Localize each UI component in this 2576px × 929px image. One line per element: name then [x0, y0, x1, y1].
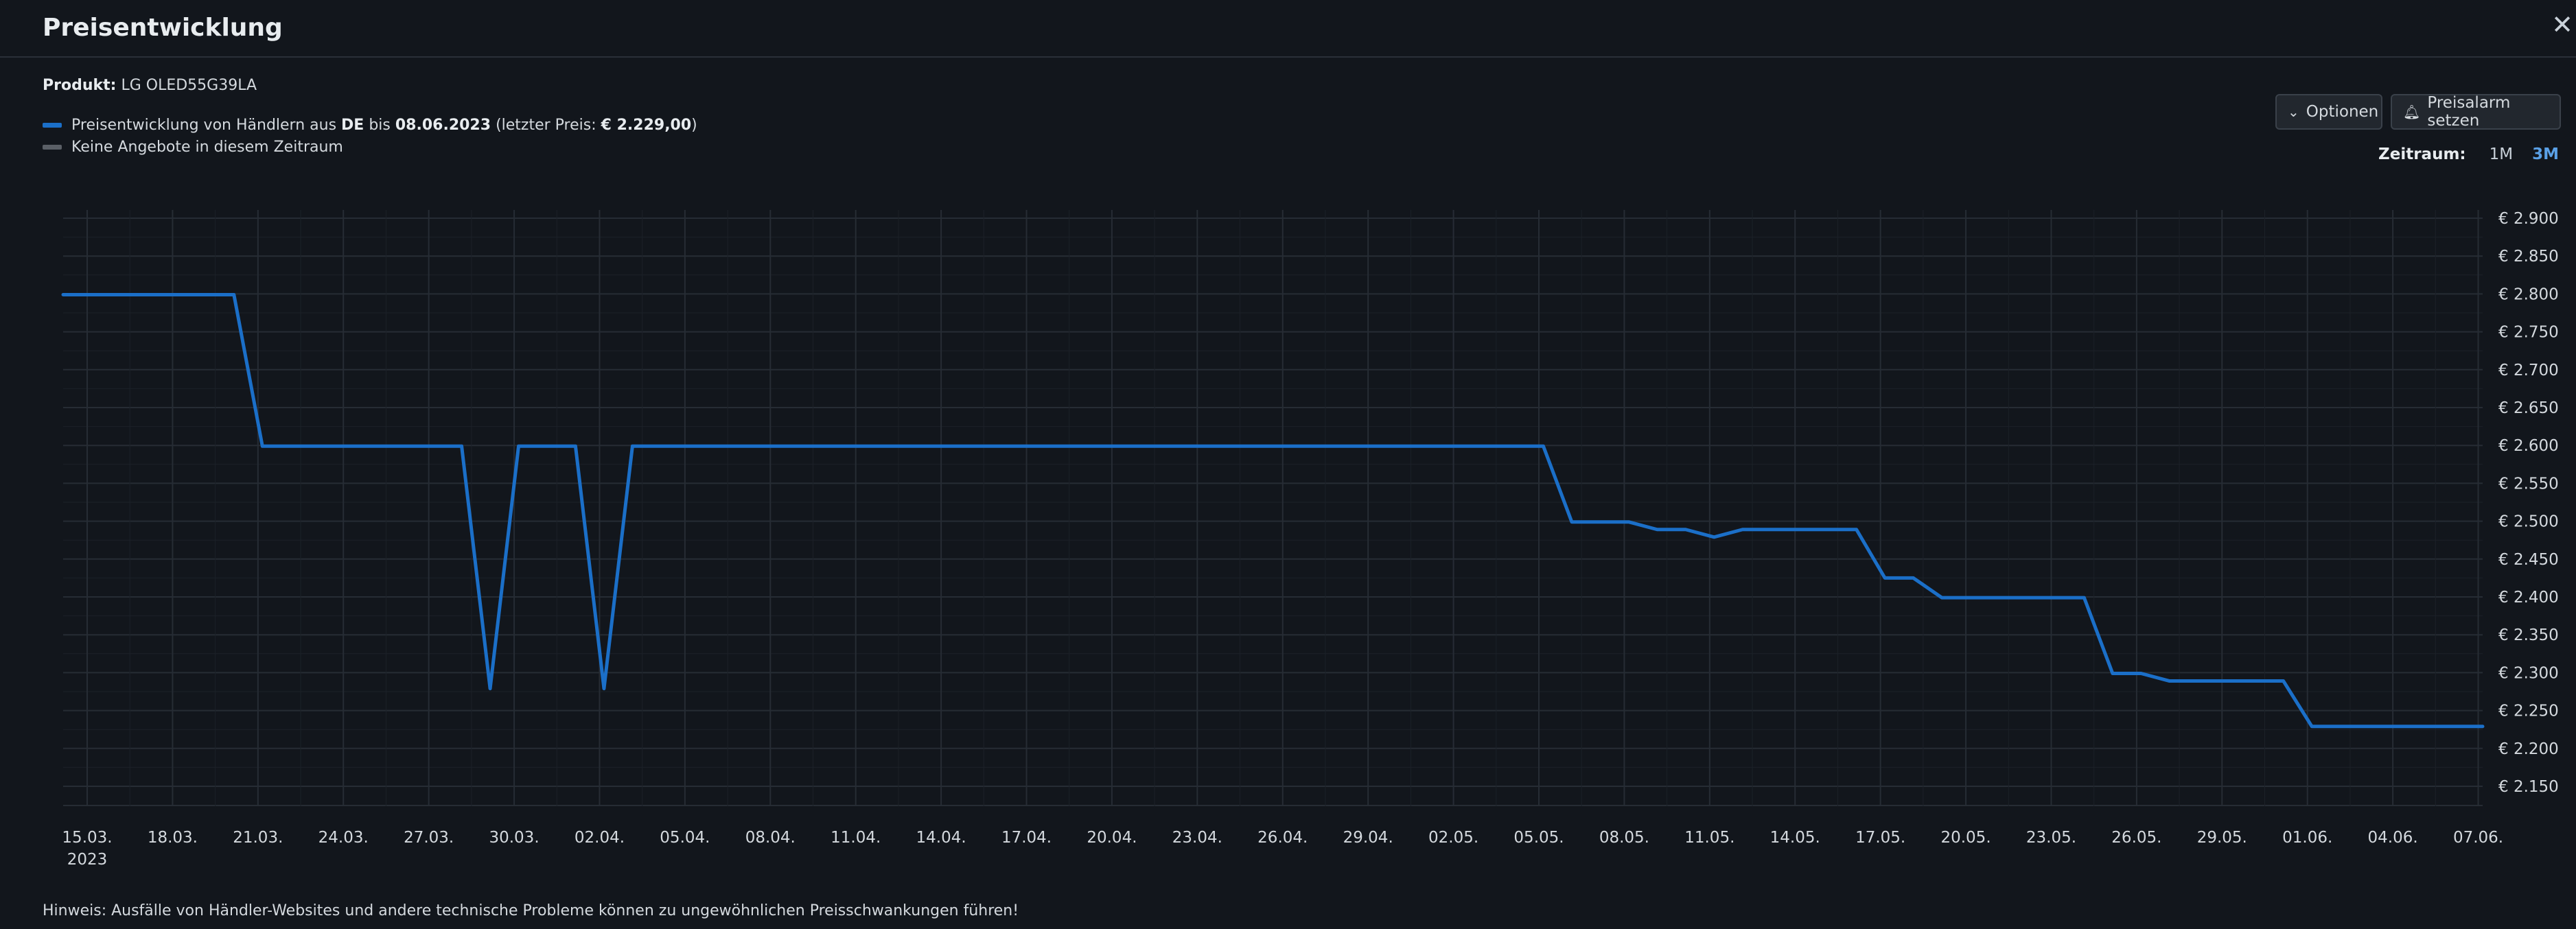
x-tick-sublabel: 2023	[67, 851, 108, 869]
x-tick-label: 02.05.	[1428, 829, 1478, 847]
page-title: Preisentwicklung	[43, 14, 283, 42]
x-tick-label: 08.05.	[1599, 829, 1649, 847]
product-label: Produkt:	[43, 77, 117, 94]
hint-text: Hinweis: Ausfälle von Händler-Websites u…	[43, 902, 1019, 919]
y-tick-label: € 2.500	[2498, 513, 2559, 531]
timeframe-selector: Zeitraum: 1M 3M	[2378, 145, 2559, 163]
x-tick-label: 21.03.	[233, 829, 283, 847]
x-tick-label: 18.03.	[148, 829, 198, 847]
x-tick-label: 14.05.	[1770, 829, 1820, 847]
x-tick-label: 17.04.	[1001, 829, 1052, 847]
chart-legend: Preisentwicklung von Händlern aus DE bis…	[43, 114, 697, 158]
timeframe-label: Zeitraum:	[2378, 145, 2466, 163]
x-tick-label: 11.05.	[1684, 829, 1734, 847]
timeframe-option-1m[interactable]: 1M	[2489, 145, 2514, 163]
y-tick-label: € 2.400	[2498, 589, 2559, 607]
legend-last-price-label: (letzter Preis:	[496, 116, 596, 134]
product-name: LG OLED55G39LA	[121, 77, 257, 94]
x-tick-label: 20.05.	[1940, 829, 1991, 847]
legend-close-paren: )	[691, 116, 697, 134]
legend-price-until: bis	[369, 116, 391, 134]
legend-none-text: Keine Angebote in diesem Zeitraum	[71, 138, 343, 156]
x-tick-label: 29.04.	[1343, 829, 1393, 847]
x-tick-label: 14.04.	[916, 829, 966, 847]
legend-price-date: 08.06.2023	[395, 116, 491, 134]
legend-last-price: € 2.229,00	[601, 116, 692, 134]
x-tick-label: 29.05.	[2197, 829, 2247, 847]
legend-item-price: Preisentwicklung von Händlern aus DE bis…	[43, 114, 697, 136]
x-tick-label: 17.05.	[1855, 829, 1905, 847]
price-alarm-button[interactable]: 🔔︎ Preisalarm setzen	[2391, 94, 2561, 130]
price-chart: € 2.150 € 2.200 € 2.250 € 2.300 € 2.350 € 2.4…	[61, 210, 2559, 869]
y-tick-label: € 2.850	[2498, 248, 2559, 266]
y-tick-label: € 2.300	[2498, 664, 2559, 682]
x-tick-label: 26.05.	[2111, 829, 2161, 847]
legend-item-none: Keine Angebote in diesem Zeitraum	[43, 136, 697, 158]
chevron-down-icon: ⌄	[2288, 104, 2299, 120]
price-series-line	[61, 293, 2485, 729]
x-tick-label: 05.05.	[1513, 829, 1564, 847]
x-tick-label: 26.04.	[1257, 829, 1308, 847]
x-tick-label: 08.04.	[745, 829, 796, 847]
y-tick-label: € 2.200	[2498, 740, 2559, 758]
y-tick-label: € 2.650	[2498, 399, 2559, 417]
legend-price-country: DE	[341, 116, 364, 134]
legend-swatch-none	[43, 144, 62, 150]
y-tick-label: € 2.600	[2498, 437, 2559, 455]
x-tick-label: 24.03.	[318, 829, 369, 847]
legend-price-prefix: Preisentwicklung von Händlern aus	[71, 116, 337, 134]
options-label: Optionen	[2306, 103, 2379, 121]
close-icon[interactable]: ✕	[2551, 10, 2573, 40]
x-tick-label: 01.06.	[2282, 829, 2332, 847]
y-tick-label: € 2.800	[2498, 285, 2559, 303]
y-tick-label: € 2.750	[2498, 324, 2559, 342]
product-info: Produkt: LG OLED55G39LA	[43, 77, 257, 94]
legend-swatch-price	[43, 122, 62, 128]
y-tick-label: € 2.550	[2498, 475, 2559, 493]
y-tick-label: € 2.900	[2498, 210, 2559, 228]
bell-icon: 🔔︎	[2403, 104, 2421, 120]
x-tick-label: 05.04.	[660, 829, 710, 847]
x-tick-label: 20.04.	[1087, 829, 1137, 847]
modal-header: Preisentwicklung ✕	[0, 0, 2576, 58]
x-tick-label: 30.03.	[489, 829, 539, 847]
y-tick-label: € 2.700	[2498, 362, 2559, 379]
x-tick-label: 02.04.	[575, 829, 625, 847]
price-alarm-label: Preisalarm setzen	[2427, 94, 2511, 130]
x-tick-label: 27.03.	[404, 829, 454, 847]
x-tick-label: 15.03.	[62, 829, 112, 847]
x-tick-label: 23.05.	[2026, 829, 2076, 847]
y-tick-label: € 2.150	[2498, 778, 2559, 796]
y-tick-label: € 2.250	[2498, 703, 2559, 720]
timeframe-option-3m[interactable]: 3M	[2532, 145, 2559, 163]
options-button[interactable]: ⌄ Optionen	[2275, 94, 2382, 130]
x-tick-label: 23.04.	[1172, 829, 1222, 847]
x-tick-label: 07.06.	[2453, 829, 2503, 847]
y-tick-label: € 2.450	[2498, 551, 2559, 569]
x-tick-label: 11.04.	[831, 829, 881, 847]
x-tick-label: 04.06.	[2368, 829, 2418, 847]
y-tick-label: € 2.350	[2498, 626, 2559, 644]
